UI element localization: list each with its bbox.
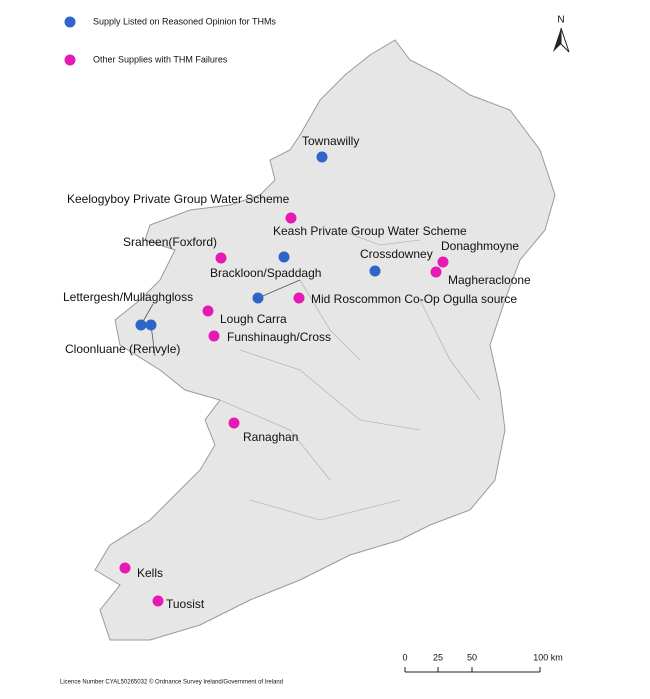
site-dot — [316, 151, 328, 163]
site-dot — [369, 265, 381, 277]
site-dot — [119, 562, 131, 574]
site-dot — [228, 417, 240, 429]
site-dot — [252, 292, 264, 304]
site-dot — [202, 305, 214, 317]
site-label: Tuosist — [166, 597, 205, 611]
site-dot — [152, 595, 164, 607]
site-label: Lough Carra — [220, 312, 287, 326]
site-label: Mid Roscommon Co-Op Ogulla source — [311, 292, 517, 306]
site-label: Kells — [137, 566, 163, 580]
scale-label: 25 — [433, 652, 443, 662]
site-label: Ranaghan — [243, 430, 298, 444]
north-arrow-left — [553, 28, 561, 52]
site-dot — [437, 256, 449, 268]
leader-line — [257, 279, 301, 299]
scale: 0 25 50 100 km — [402, 652, 563, 672]
site-label: Sraheen(Foxford) — [123, 235, 217, 249]
site-label: Funshinaugh/Cross — [227, 330, 331, 344]
site-dot — [285, 212, 297, 224]
site-label: Townawilly — [302, 134, 359, 148]
scale-label: 50 — [467, 652, 477, 662]
site-label: Cloonluane (Renvyle) — [65, 342, 180, 356]
site-label: Brackloon/Spaddagh — [210, 266, 321, 280]
sites: Townawilly Keash Private Group Water Sche… — [63, 134, 531, 611]
county-borders — [219, 229, 481, 521]
north-arrow-right — [560, 27, 570, 53]
ireland-outline — [94, 39, 556, 641]
scale-label: 0 — [402, 652, 407, 662]
site-dot — [135, 319, 147, 331]
site-label: Crossdowney — [360, 247, 433, 261]
legend-dot — [64, 54, 76, 66]
site-label: Magheracloone — [448, 273, 531, 287]
north-label: N — [557, 15, 564, 26]
licence: Licence Number CYAL50265032 © Ordnance S… — [60, 679, 283, 686]
site-label: Lettergesh/Mullaghgloss — [63, 290, 193, 304]
site-dot — [430, 266, 442, 278]
site-label: Keash Private Group Water Scheme — [273, 224, 467, 238]
legend-label: Supply Listed on Reasoned Opinion for TH… — [93, 16, 276, 26]
legend-label: Other Supplies with THM Failures — [93, 54, 228, 64]
scale-label: 100 km — [533, 652, 563, 662]
site-label: Donaghmoyne — [441, 239, 519, 253]
site-dot — [278, 251, 290, 263]
site-label: Keelogyboy Private Group Water Scheme — [67, 192, 290, 206]
site-dot — [145, 319, 157, 331]
legend-dot — [64, 16, 76, 28]
north-arrow: N — [553, 15, 570, 53]
site-dot — [293, 292, 305, 304]
site-dot — [215, 252, 227, 264]
site-dot — [208, 330, 220, 342]
